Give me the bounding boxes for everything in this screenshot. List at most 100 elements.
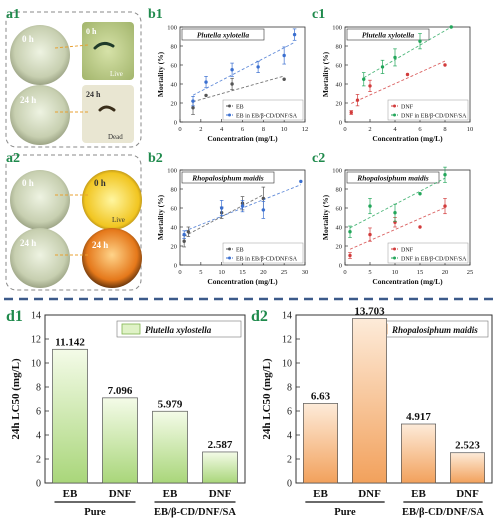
fit-line xyxy=(351,60,446,104)
bar xyxy=(303,403,339,484)
scatter-panel-b2: b2 0 5 10 15 20 25 30 0 20 40 60 80 100 Concentration … xyxy=(148,151,308,286)
y-tick-label: 100 xyxy=(167,24,177,31)
bar-panel-d1: d1 0 2 4 6 8 10 12 14 24h LC50 (mg/L) Plutella xyl… xyxy=(6,308,246,518)
y-tick-label: 6 xyxy=(36,407,41,418)
series-1 xyxy=(348,166,447,238)
x-tick-label: 5 xyxy=(199,269,202,276)
zoom-live-aphid xyxy=(82,170,142,230)
data-point xyxy=(349,110,353,115)
data-point xyxy=(182,232,186,237)
panel-a1: a1 0 h 24 h 0 h Live 24 h Dead xyxy=(5,7,142,148)
data-point xyxy=(449,25,453,29)
tag-0h: 0 h xyxy=(22,178,34,188)
panel-label: b2 xyxy=(148,151,163,166)
y-tick-label: 10 xyxy=(282,359,292,370)
bar-panel-d2: d2 0 2 4 6 8 10 12 14 24h LC50 (mg/L) Rhopalosiphu… xyxy=(251,306,493,518)
y-tick-label: 2 xyxy=(36,455,41,466)
legend-label: EB in EB/β-CD/DNF/SA xyxy=(236,256,298,262)
x-tick-label: 20 xyxy=(442,269,449,276)
legend-label: Rhopalosiphum maidis xyxy=(391,325,478,335)
y-tick-label: 60 xyxy=(171,205,178,212)
tag-24h: 24 h xyxy=(20,238,36,248)
panel-label: b1 xyxy=(148,7,163,22)
legend-box xyxy=(222,242,304,264)
legend-label: Plutella xylostella xyxy=(145,325,212,335)
data-point xyxy=(355,98,360,102)
x-tick-label: 25 xyxy=(467,269,474,276)
zoom-tag-0h: 0 h xyxy=(86,27,97,36)
legend-marker xyxy=(393,256,396,260)
chart-title: Rhopalosiphum maidis xyxy=(356,174,429,183)
y-tick-label: 80 xyxy=(171,43,178,50)
legend-marker xyxy=(228,247,231,251)
y-tick-label: 100 xyxy=(332,24,342,31)
title-box xyxy=(346,28,430,41)
y-tick-label: 100 xyxy=(167,167,177,174)
data-point xyxy=(418,39,422,43)
legend-marker xyxy=(393,104,396,108)
y-tick-label: 40 xyxy=(171,224,178,231)
title-box xyxy=(181,28,265,41)
y-axis-label: Mortality (%) xyxy=(321,194,330,240)
bar-charts: d1 0 2 4 6 8 10 12 14 24h LC50 (mg/L) Plutella xyl… xyxy=(6,306,493,518)
bar xyxy=(352,318,388,484)
scatter-panel-b1: b1 0 2 4 6 8 10 12 0 20 40 60 80 100 Concentration (mg… xyxy=(148,7,308,143)
bar-value-label: 5.979 xyxy=(158,398,183,410)
y-tick-label: 40 xyxy=(336,224,343,231)
zoom-dead-larva xyxy=(82,85,134,143)
y-tick-label: 80 xyxy=(336,43,343,50)
group-label: Pure xyxy=(334,507,356,518)
x-tick-label: 20 xyxy=(260,269,267,276)
data-point xyxy=(204,93,208,98)
legend-box xyxy=(387,242,469,264)
x-tick-label: 10 xyxy=(392,269,399,276)
scatter-panel-c2: c2 0 5 10 15 20 25 0 20 40 60 80 100 Concentration (m… xyxy=(312,151,473,286)
y-axis-label: Mortality (%) xyxy=(321,51,330,97)
x-tick-label: 4 xyxy=(220,126,224,133)
bar-value-label: 7.096 xyxy=(108,385,133,397)
y-tick-label: 0 xyxy=(174,119,177,126)
y-tick-label: 2 xyxy=(287,455,292,466)
x-axis-label: Concentration (mg/L) xyxy=(207,277,278,286)
legend-box xyxy=(116,320,242,338)
series-0 xyxy=(191,75,286,115)
tag-24h: 24 h xyxy=(20,95,36,105)
y-tick-label: 4 xyxy=(287,431,292,442)
chart-title: Plutella xylotella xyxy=(197,31,250,40)
data-point xyxy=(393,55,397,60)
zoom-live-larva xyxy=(82,22,134,80)
y-tick-label: 20 xyxy=(336,243,343,250)
zoom-tag-24h: 24 h xyxy=(86,90,101,99)
chart-title: Rhopalosiphum maidis xyxy=(191,174,264,183)
x-tick-label: 10 xyxy=(281,126,288,133)
y-tick-label: 20 xyxy=(171,243,178,250)
x-tick-label: 6 xyxy=(418,126,422,133)
legend-label: DNF xyxy=(401,247,414,253)
data-point xyxy=(443,63,447,67)
x-tick-label: 2 xyxy=(199,126,202,133)
y-tick-label: 4 xyxy=(36,431,41,442)
x-category-label: DNF xyxy=(109,488,132,500)
larva-icon xyxy=(93,41,115,50)
x-tick-label: 10 xyxy=(218,269,225,276)
x-axis-label: Concentration (mg/L) xyxy=(372,277,443,286)
y-tick-label: 12 xyxy=(282,335,292,346)
y-tick-label: 0 xyxy=(287,479,292,490)
y-tick-label: 10 xyxy=(31,359,41,370)
petri-dish-24h xyxy=(10,85,70,145)
zoom-dead-aphid xyxy=(82,228,142,288)
y-tick-label: 80 xyxy=(336,186,343,193)
x-tick-label: 4 xyxy=(393,126,397,133)
series-1 xyxy=(361,25,453,87)
x-category-label: DNF xyxy=(358,488,381,500)
tag-0h: 0 h xyxy=(22,34,34,44)
x-category-label: EB xyxy=(163,488,178,500)
data-point xyxy=(230,82,234,86)
x-tick-label: 10 xyxy=(467,126,474,133)
legend-label: EB xyxy=(236,104,244,110)
bar xyxy=(202,451,238,484)
bar-value-label: 6.63 xyxy=(311,390,331,402)
legend-label: DNF in EB/β-CD/DNF/SA xyxy=(401,256,467,262)
data-point xyxy=(348,230,352,234)
